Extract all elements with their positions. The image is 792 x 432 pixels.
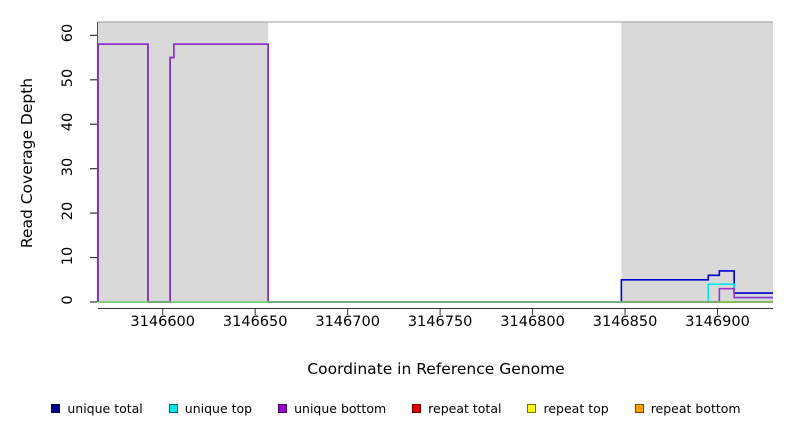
legend-item: repeat top [527,400,609,416]
legend-label: repeat total [428,400,502,416]
x-tick-label: 3146850 [592,314,658,330]
x-tick-label: 3146650 [222,314,288,330]
series-unique-bottom [97,43,773,303]
legend-swatch-icon [412,403,422,413]
legend-label: unique top [184,400,253,416]
y-tick-label: 40 [60,113,76,132]
legend-label: repeat top [543,400,609,416]
legend-swatch-icon [168,403,178,413]
legend-item: repeat total [412,401,501,416]
y-tick-label: 10 [60,246,76,265]
legend-item: repeat bottom [634,400,741,416]
y-tick-label: 30 [60,157,76,176]
legend-label: unique bottom [294,400,387,416]
legend-swatch-icon [278,403,288,413]
legend-item: unique bottom [278,401,386,416]
y-tick-label: 50 [60,68,76,87]
legend-swatch-icon [634,403,644,413]
x-tick-label: 3146700 [315,314,380,330]
legend-label: repeat bottom [650,400,741,416]
legend-label: unique total [67,400,143,416]
legend-item: unique top [168,400,253,416]
x-tick-label: 3146900 [685,314,750,330]
y-tick-label: 0 [60,295,76,305]
shaded-region-1 [621,22,773,303]
y-tick-label: 60 [60,24,76,43]
legend-swatch-icon [51,403,61,413]
x-tick-label: 3146600 [130,314,195,330]
y-tick-label: 20 [60,201,76,221]
x-tick-label: 3146750 [407,314,473,330]
x-axis-label: Coordinate in Reference Genome [307,360,565,378]
legend-item: unique total [51,400,143,416]
chart-legend: unique total unique top unique bottom repea… [0,398,792,418]
x-tick-label: 3146800 [500,314,565,330]
legend-swatch-icon [527,403,537,413]
shaded-region-0 [98,22,269,303]
